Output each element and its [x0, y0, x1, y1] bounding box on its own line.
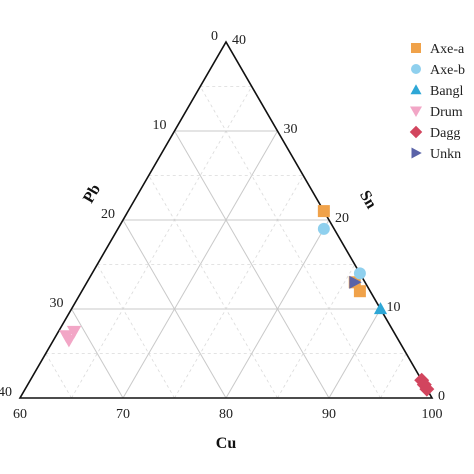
legend-label: Axe-a: [430, 42, 465, 57]
tick-label-pb: 40: [0, 385, 12, 400]
data-point: [419, 381, 435, 397]
tick-label-sn: 30: [284, 122, 298, 137]
data-point: [349, 275, 362, 289]
grid-line-cu: [277, 264, 356, 399]
legend-marker: [409, 125, 423, 139]
grid-line-pb: [174, 130, 330, 399]
data-point: [317, 222, 330, 235]
data-point: [66, 325, 82, 339]
legend-marker: [410, 106, 422, 117]
data-point: [373, 302, 388, 315]
legend-label: Axe-b: [430, 63, 465, 78]
data-point: [353, 285, 366, 298]
legend-marker: [411, 147, 422, 159]
legend-marker: [410, 84, 422, 95]
data-point: [353, 267, 366, 280]
data-point: [317, 205, 330, 218]
grid-line-pb: [96, 264, 175, 399]
tick-label-pb: 20: [101, 207, 115, 222]
tick-label-cu: 100: [422, 407, 443, 422]
tick-label-cu: 80: [219, 407, 233, 422]
grid-line-pb: [71, 308, 124, 399]
tick-label-sn: 0: [438, 389, 445, 404]
grid-line-cu: [225, 219, 330, 399]
data-points: [59, 205, 435, 397]
legend-label: Unkn: [430, 147, 461, 162]
tick-label-cu: 70: [116, 407, 130, 422]
legend-marker: [411, 64, 421, 74]
grid-line-cu: [71, 86, 253, 399]
data-point: [61, 334, 77, 348]
tick-label-sn: 20: [335, 211, 349, 226]
grid-line-cu: [174, 175, 304, 399]
grid-line-pb: [148, 175, 278, 399]
legend-label: Dagg: [430, 126, 460, 141]
grid-line-pb: [45, 353, 72, 399]
axis-title-cu: Cu: [216, 435, 237, 452]
ternary-frame: [18, 40, 434, 399]
tick-label-sn: 40: [232, 33, 246, 48]
grid-line-cu: [380, 353, 407, 399]
tick-label-pb: 30: [50, 296, 64, 311]
tick-label-sn: 10: [387, 300, 401, 315]
grid-line-pb: [122, 219, 227, 399]
tick-label-pb: 10: [153, 118, 167, 133]
grid: [45, 86, 407, 399]
tick-label-cu: 60: [13, 407, 27, 422]
tick-label-cu: 90: [322, 407, 336, 422]
tick-label-pb: 0: [211, 29, 218, 44]
grid-line-cu: [328, 308, 381, 399]
legend-label: Drum: [430, 105, 463, 120]
legend-marker: [411, 43, 421, 53]
legend: Axe-a Axe-b Bangl Drum Dagg Unkn: [409, 42, 465, 162]
axis-title-pb: Pb: [80, 181, 104, 206]
legend-label: Bangl: [430, 84, 464, 99]
tick-labels: 60 70 80 90 100 0 10 20 30 40 0 10 20 30 40: [0, 29, 445, 422]
axis-title-sn: Sn: [356, 188, 380, 212]
